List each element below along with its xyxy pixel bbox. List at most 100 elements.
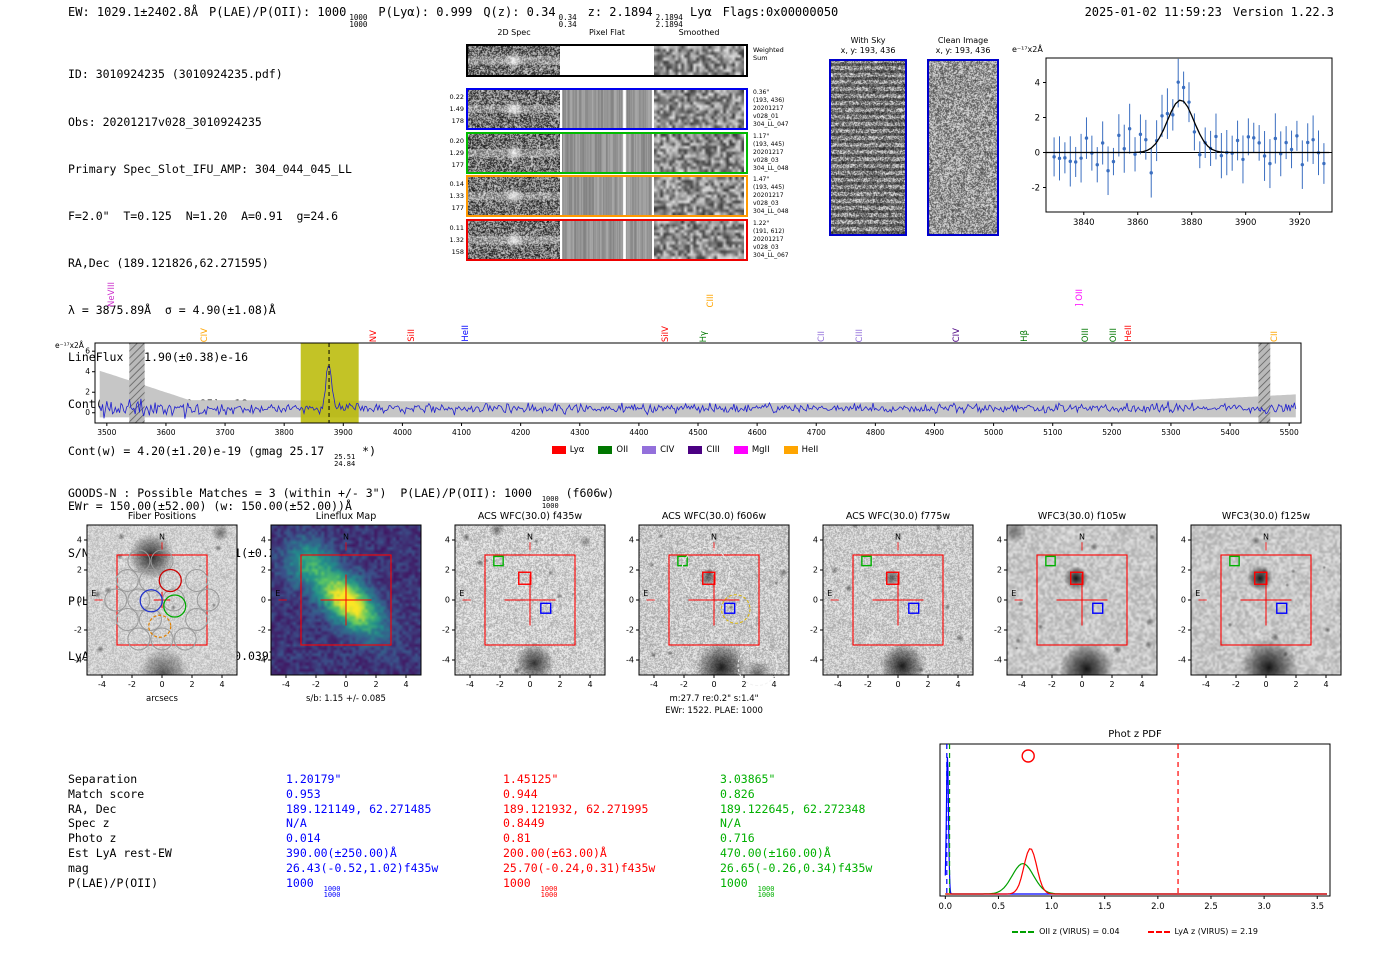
svg-text:-2: -2 bbox=[128, 680, 136, 689]
svg-text:0: 0 bbox=[629, 596, 634, 605]
cutout-caption: arcsecs bbox=[146, 694, 178, 704]
qz-value: Q(z): 0.34 bbox=[483, 5, 556, 19]
catalog-ellipse bbox=[737, 646, 778, 686]
svg-text:-4: -4 bbox=[810, 656, 818, 665]
svg-text:4600: 4600 bbox=[748, 428, 767, 437]
table-row-label: RA, Dec bbox=[68, 801, 117, 816]
cutout-title: Lineflux Map bbox=[315, 511, 377, 522]
svg-text:2: 2 bbox=[925, 680, 930, 689]
legend-label: Lyα bbox=[569, 445, 585, 455]
spec2d-image bbox=[468, 46, 560, 75]
svg-text:-2: -2 bbox=[994, 626, 1002, 635]
fiber-circle bbox=[104, 588, 128, 612]
spec2d-image bbox=[562, 46, 652, 75]
svg-text:-4: -4 bbox=[1202, 680, 1210, 689]
spec2d-row bbox=[466, 218, 748, 261]
info-slot: Primary Spec_Slot_IFU_AMP: 304_044_045_L… bbox=[68, 161, 352, 176]
svg-text:5300: 5300 bbox=[1161, 428, 1180, 437]
z-value: z: 2.1894 bbox=[587, 5, 653, 19]
svg-text:0: 0 bbox=[1079, 680, 1084, 689]
cutout-overlay: -4 -4 -2 -2 0 0 2 2 4 4 N E bbox=[810, 524, 974, 689]
svg-text:2: 2 bbox=[189, 680, 194, 689]
cutout-title: ACS WFC(30.0) f435w bbox=[477, 511, 583, 522]
with-sky-title: With Sky bbox=[850, 36, 886, 45]
spec2d-col-header: Smoothed bbox=[678, 28, 720, 37]
table-cell-match3: 0.716 bbox=[720, 831, 755, 846]
svg-text:0: 0 bbox=[261, 596, 266, 605]
masked-band bbox=[1258, 343, 1271, 423]
table-row: RA, Dec 189.121149, 62.271485 189.121932, … bbox=[68, 802, 937, 817]
svg-text:4: 4 bbox=[997, 536, 1002, 545]
report-datetime: 2025-01-02 11:59:23 bbox=[1084, 5, 1222, 19]
clean-image-coords: x, y: 193, 436 bbox=[935, 46, 991, 55]
legend-item: OII bbox=[598, 445, 628, 455]
match-marker-box bbox=[724, 602, 736, 614]
svg-text:4: 4 bbox=[1139, 680, 1144, 689]
fiber-circle bbox=[138, 608, 162, 631]
fiber-circle bbox=[150, 627, 174, 651]
svg-text:4: 4 bbox=[445, 536, 450, 545]
svg-text:4: 4 bbox=[813, 536, 818, 545]
svg-text:3860: 3860 bbox=[1127, 218, 1149, 228]
spec2d-image bbox=[468, 177, 560, 215]
plae-value: P(LAE)/P(OII): 1000 bbox=[209, 5, 347, 19]
svg-text:5500: 5500 bbox=[1280, 428, 1299, 437]
table-row: P(LAE)/P(OII) 1000 1000 1000 1000 1000 1000 1… bbox=[68, 876, 937, 900]
svg-text:2: 2 bbox=[261, 566, 266, 575]
legend-item: MgII bbox=[733, 445, 770, 455]
spec2d-panel: 2D Spec Pixel Flat Smoothed Weighted Sum 0.22… bbox=[448, 28, 810, 262]
spec2d-row bbox=[466, 44, 748, 77]
table-cell-match1: 390.00(±250.00)Å bbox=[286, 845, 397, 860]
flags-value: Flags:0x00000050 bbox=[722, 5, 839, 19]
fiber-circle-orange bbox=[148, 614, 172, 638]
photz-legend: OII z (VIRUS) = 0.04 LyA z (VIRUS) = 2.19 bbox=[930, 927, 1340, 936]
fiber-circle bbox=[127, 627, 151, 651]
cutout-panel: WFC3(30.0) f125w -4 -4 -2 -2 0 0 2 2 4 4 N E bbox=[1162, 510, 1345, 722]
compass-north: N bbox=[895, 532, 901, 541]
with-sky-coords: x, y: 193, 436 bbox=[840, 46, 896, 55]
spec2d-row-annotation: 0.36" (193, 436) 20201217 v028_01 304_LL_047 bbox=[753, 89, 789, 128]
legend-swatch bbox=[688, 446, 703, 454]
table-cell-match1: 26.43(-0.52,1.02)f435w bbox=[286, 860, 439, 875]
fiber-circle bbox=[127, 549, 151, 573]
table-cell-match3: N/A bbox=[720, 816, 741, 831]
photz-legend-dash bbox=[1012, 930, 1035, 933]
table-cell-match1: 0.953 bbox=[286, 786, 321, 801]
svg-text:-4: -4 bbox=[282, 680, 290, 689]
cutout-title: WFC3(30.0) f105w bbox=[1037, 511, 1127, 522]
table-cell-match3: 1000 1000 1000 bbox=[720, 875, 775, 900]
legend-swatch bbox=[733, 446, 748, 454]
gaussian-fit-curve bbox=[1046, 99, 1330, 154]
fiber-circle bbox=[150, 549, 174, 573]
svg-text:5000: 5000 bbox=[984, 428, 1003, 437]
photz-pdf-red bbox=[945, 848, 1327, 895]
spec2d-row-annotation: 1.17" (193, 445) 20201217 v028_03 304_LL_048 bbox=[753, 132, 789, 172]
full-spectrum-chart: 3500 3600 3700 3800 3900 4000 4100 4200 4300 4400… bbox=[55, 341, 1302, 437]
match-marker-box bbox=[1092, 602, 1104, 614]
line-fit-chart: 3840 3860 3880 3900 3920 -2 0 2 4 e⁻¹⁷x2Å bbox=[1012, 43, 1333, 228]
spec2d-image bbox=[654, 90, 744, 128]
table-cell-match3: 470.00(±160.00)Å bbox=[720, 845, 831, 860]
table-row-label: Separation bbox=[68, 772, 138, 786]
fiber-circle bbox=[138, 569, 162, 592]
aperture-box bbox=[484, 554, 576, 646]
cutout-title: ACS WFC(30.0) f775w bbox=[845, 511, 951, 522]
compass-north: N bbox=[343, 532, 349, 541]
photz-legend-label: OII z (VIRUS) = 0.04 bbox=[1039, 927, 1120, 936]
aperture-box bbox=[1220, 554, 1312, 646]
compass-east: E bbox=[275, 589, 280, 598]
svg-text:-4: -4 bbox=[442, 656, 450, 665]
svg-text:2: 2 bbox=[557, 680, 562, 689]
svg-text:0: 0 bbox=[343, 680, 348, 689]
spec2d-weighted-label: Weighted Sum bbox=[753, 46, 784, 62]
info-wavelength: λ = 3875.89Å σ = 4.90(±1.08)Å bbox=[68, 302, 276, 317]
svg-text:4500: 4500 bbox=[688, 428, 707, 437]
svg-text:-2: -2 bbox=[312, 680, 320, 689]
svg-text:4: 4 bbox=[403, 680, 408, 689]
header-datetime: 2025-01-02 11:59:23 Version 1.22.3 bbox=[1085, 5, 1334, 19]
table-cell-match2: 0.81 bbox=[503, 831, 531, 846]
spec2d-row bbox=[466, 88, 748, 130]
cutout-caption2: EWr: 1522. PLAE: 1000 bbox=[665, 706, 763, 716]
svg-text:0.5: 0.5 bbox=[992, 902, 1006, 912]
